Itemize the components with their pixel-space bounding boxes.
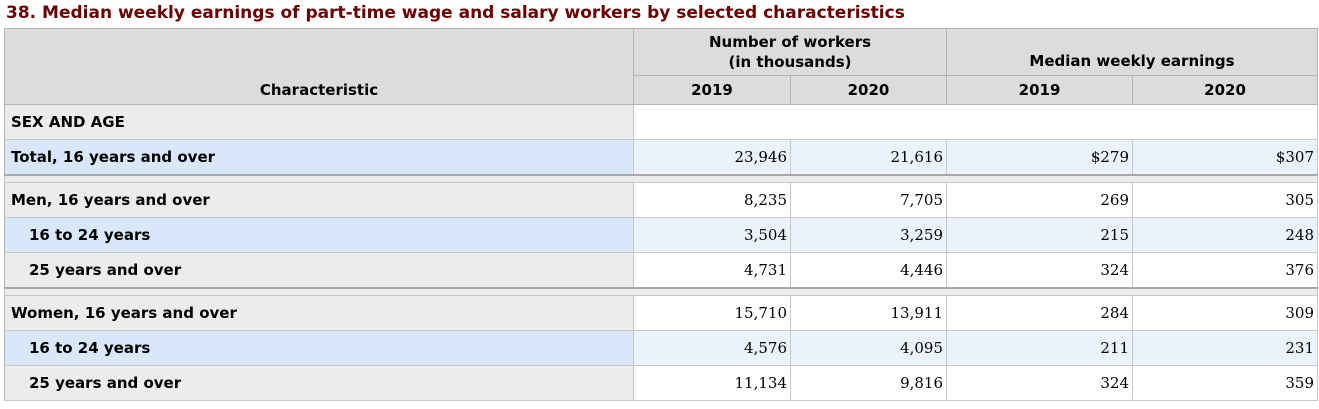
row-label: Women, 16 years and over — [4, 295, 634, 331]
cell-value: 13,911 — [789, 295, 948, 331]
year-header: 2020 — [1132, 75, 1319, 105]
cell-value: 21,616 — [789, 139, 948, 176]
cell-value: 324 — [946, 365, 1134, 401]
cell-value: 324 — [946, 252, 1134, 289]
table-row: Women, 16 years and over 15,710 13,911 2… — [4, 295, 1319, 331]
cell-value: 4,576 — [633, 330, 791, 366]
table-row: 25 years and over 11,134 9,816 324 359 — [4, 365, 1319, 401]
workers-header-line2: (in thousands) — [728, 53, 852, 71]
cell-value: 4,446 — [789, 252, 948, 289]
characteristic-header-label: Characteristic — [259, 81, 379, 99]
year-header: 2019 — [946, 75, 1134, 105]
cell-value: 309 — [1132, 295, 1319, 331]
row-spacer — [3, 287, 1319, 296]
earnings-header-label: Median weekly earnings — [1029, 52, 1235, 70]
workers-group-header: Number of workers (in thousands) — [632, 28, 948, 76]
characteristic-header: Characteristic — [4, 28, 634, 105]
cell-value: 284 — [946, 295, 1134, 331]
cell-value: 9,816 — [789, 365, 948, 401]
cell-value: 7,705 — [789, 182, 948, 218]
cell-value: 211 — [946, 330, 1134, 366]
row-label: 25 years and over — [4, 252, 634, 289]
row-label: 16 to 24 years — [4, 330, 634, 366]
cell-value: 269 — [946, 182, 1134, 218]
cell-value: 376 — [1132, 252, 1319, 289]
row-label: Men, 16 years and over — [4, 182, 634, 218]
cell-value: 248 — [1132, 217, 1319, 253]
table-row: Total, 16 years and over 23,946 21,616 $… — [4, 139, 1319, 176]
row-label: Total, 16 years and over — [4, 139, 634, 176]
earnings-group-header: Median weekly earnings — [946, 28, 1319, 76]
cell-value: 4,731 — [633, 252, 791, 289]
cell-value: $279 — [946, 139, 1134, 176]
section-blank — [632, 104, 1319, 140]
table-title: 38. Median weekly earnings of part-time … — [6, 3, 905, 23]
year-header: 2019 — [633, 75, 791, 105]
earnings-table: Characteristic Number of workers (in tho… — [3, 28, 1319, 401]
cell-value: 231 — [1132, 330, 1319, 366]
cell-value: 3,259 — [789, 217, 948, 253]
workers-header-line1: Number of workers — [708, 33, 872, 51]
cell-value: 305 — [1132, 182, 1319, 218]
table-row: 16 to 24 years 4,576 4,095 211 231 — [4, 330, 1319, 366]
cell-value: 23,946 — [633, 139, 791, 176]
cell-value: 3,504 — [633, 217, 791, 253]
table-row: Men, 16 years and over 8,235 7,705 269 3… — [4, 182, 1319, 218]
table-row: 25 years and over 4,731 4,446 324 376 — [4, 252, 1319, 289]
row-spacer — [3, 174, 1319, 183]
table-row: 16 to 24 years 3,504 3,259 215 248 — [4, 217, 1319, 253]
cell-value: 8,235 — [633, 182, 791, 218]
row-label: 16 to 24 years — [4, 217, 634, 253]
cell-value: 15,710 — [633, 295, 791, 331]
cell-value: 215 — [946, 217, 1134, 253]
row-label: 25 years and over — [4, 365, 634, 401]
year-header: 2020 — [789, 75, 948, 105]
cell-value: 4,095 — [789, 330, 948, 366]
cell-value: $307 — [1132, 139, 1319, 176]
cell-value: 11,134 — [633, 365, 791, 401]
cell-value: 359 — [1132, 365, 1319, 401]
section-label: SEX AND AGE — [4, 104, 634, 140]
